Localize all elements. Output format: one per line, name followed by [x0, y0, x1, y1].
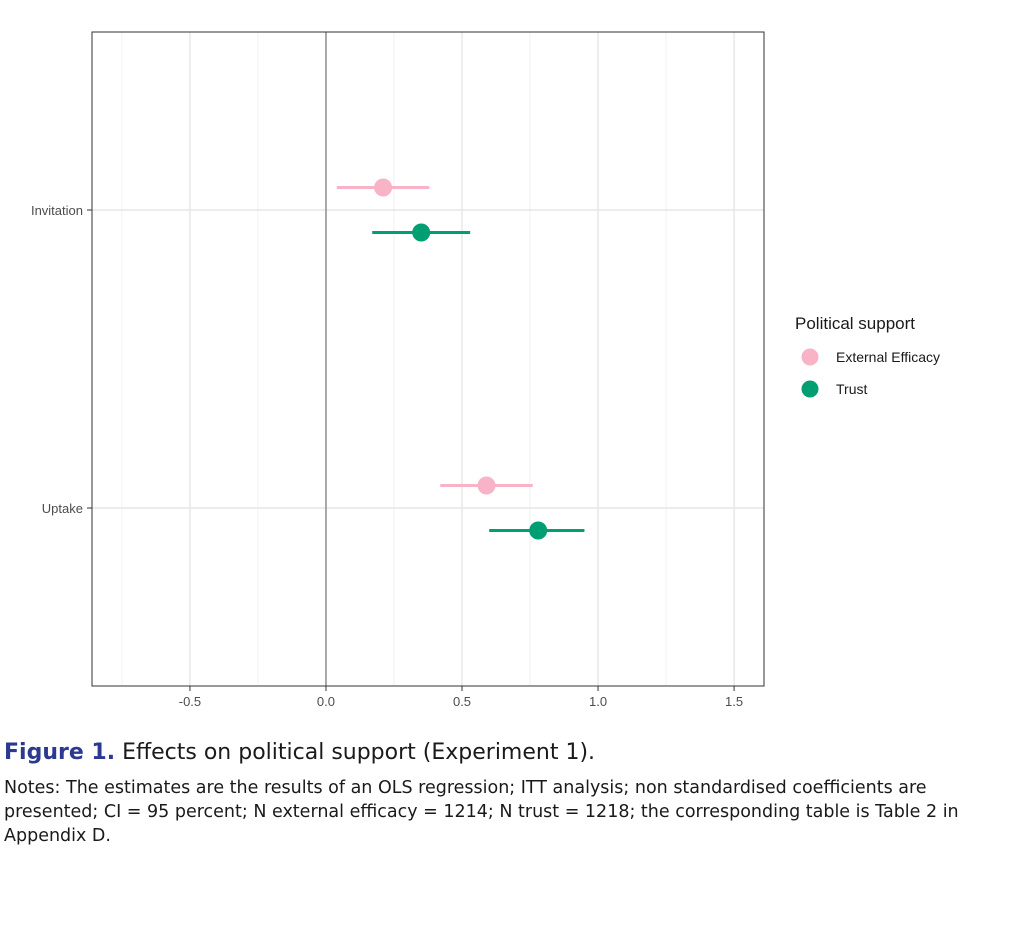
point-estimate: [529, 521, 548, 540]
x-tick-label: 1.0: [589, 694, 607, 709]
y-tick-label: Uptake: [42, 501, 83, 516]
point-estimate: [412, 223, 431, 242]
point-estimate: [477, 476, 496, 495]
legend-key-trust: [801, 380, 819, 398]
figure-caption: Figure 1. Effects on political support (…: [4, 738, 1014, 848]
axes: -0.5 0.0 0.5 1.0 1.5 Invitation Uptake: [31, 203, 743, 709]
legend-label-trust: Trust: [836, 381, 867, 397]
y-tick-label: Invitation: [31, 203, 83, 218]
plot-panel-border: [91, 31, 765, 687]
x-tick-label: 0.0: [317, 694, 335, 709]
x-tick-label: -0.5: [179, 694, 201, 709]
legend-title: Political support: [795, 314, 915, 333]
x-tick-label: 1.5: [725, 694, 743, 709]
figure-label: Figure 1.: [4, 740, 116, 765]
point-estimate: [374, 178, 393, 197]
caption-title-line: Figure 1. Effects on political support (…: [4, 738, 1014, 768]
legend-key-external-efficacy: [801, 348, 819, 366]
data-marks: [336, 178, 585, 540]
legend-label-external-efficacy: External Efficacy: [836, 349, 940, 365]
figure-title: Effects on political support (Experiment…: [122, 740, 596, 765]
legend: Political support External Efficacy Trus…: [795, 314, 940, 398]
figure-notes: Notes: The estimates are the results of …: [4, 778, 959, 846]
plot-panel-background: [92, 32, 764, 686]
x-tick-label: 0.5: [453, 694, 471, 709]
coefficient-chart: -0.5 0.0 0.5 1.0 1.5 Invitation Uptake Politic…: [31, 31, 940, 709]
